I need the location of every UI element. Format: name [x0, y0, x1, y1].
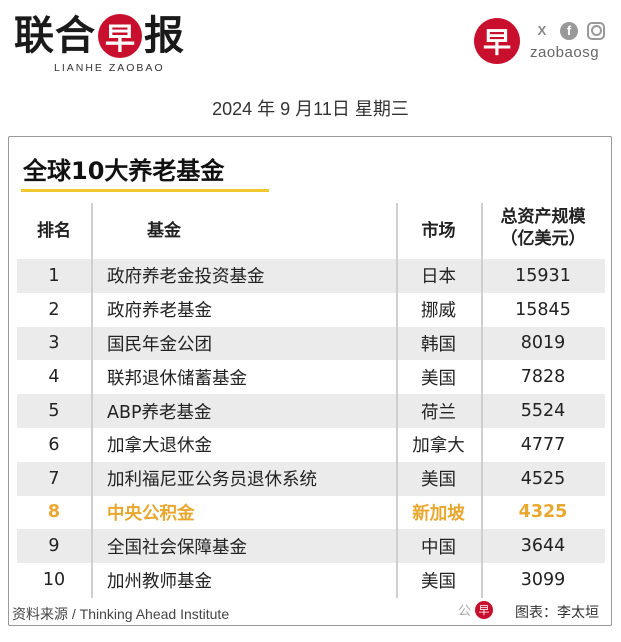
- cell-market: 日本: [421, 267, 456, 288]
- cell-market: 加拿大: [412, 436, 465, 457]
- brand-social-block: 早 X f zaobaosg: [474, 18, 605, 64]
- logo-char: 报: [144, 12, 185, 59]
- cell-fund: 联邦退休储蓄基金: [107, 368, 247, 389]
- table-row-highlighted: 8 中央公积金 新加坡 4325: [17, 496, 605, 530]
- table-row: 1 政府养老金投资基金 日本 15931: [17, 259, 605, 293]
- social-column: X f zaobaosg: [530, 21, 605, 61]
- cell-assets: 4525: [520, 468, 566, 489]
- cell-assets: 7828: [520, 367, 566, 388]
- title-underline: [21, 189, 269, 192]
- lianhe-zaobao-logo: 联 合 早 报 LIANHE ZAOBAO: [14, 12, 214, 80]
- instagram-icon[interactable]: [587, 21, 605, 40]
- watermark: 公 早: [458, 600, 497, 619]
- cell-fund: 政府养老基金: [107, 301, 212, 322]
- cell-fund: 政府养老金投资基金: [107, 267, 265, 288]
- header-assets-line2: （亿美元）: [500, 229, 586, 249]
- logo-chinese: 联 合 早 报: [14, 12, 214, 60]
- watermark-prefix: 公: [458, 604, 472, 619]
- cell-market: 中国: [421, 537, 456, 558]
- cell-rank: 3: [48, 333, 60, 354]
- fund-table: 排名 基金 市场 总资产规模 （亿美元） 1 政府养老金投资基金 日本 1593…: [17, 197, 605, 598]
- cell-fund: ABP养老基金: [107, 402, 212, 423]
- facebook-icon[interactable]: f: [560, 21, 578, 40]
- table-row: 9 全国社会保障基金 中国 3644: [17, 529, 605, 564]
- cell-rank: 6: [48, 434, 60, 455]
- cell-rank: 9: [48, 536, 60, 557]
- header-market: 市场: [421, 220, 456, 241]
- cell-rank: 4: [48, 367, 60, 388]
- cell-assets: 8019: [520, 333, 566, 354]
- cell-market: 美国: [421, 470, 456, 491]
- cell-rank: 10: [42, 570, 66, 591]
- cell-market: 荷兰: [421, 402, 456, 423]
- cell-market: 美国: [421, 571, 456, 592]
- cell-rank: 5: [48, 401, 60, 422]
- table-row: 10 加州教师基金 美国 3099: [17, 563, 605, 597]
- cell-rank: 2: [48, 299, 60, 320]
- table-row: 2 政府养老基金 挪威 15845: [17, 293, 605, 327]
- social-handle: zaobaosg: [530, 43, 600, 61]
- social-icons: X f: [533, 21, 605, 40]
- source-note: 资料来源 / Thinking Ahead Institute: [12, 606, 230, 622]
- cell-assets: 4325: [518, 502, 568, 523]
- cell-fund: 中央公积金: [107, 503, 195, 524]
- cell-fund: 加拿大退休金: [107, 436, 212, 457]
- cell-market: 美国: [421, 368, 456, 389]
- column-divider: [396, 203, 398, 598]
- header-assets: 总资产规模 （亿美元）: [481, 206, 605, 250]
- column-divider: [481, 203, 483, 598]
- cell-assets: 3099: [520, 570, 566, 591]
- pension-fund-table-card: 全球10大养老基金 排名 基金 市场 总资产规模 （亿美元） 1 政府养老金投资…: [8, 136, 612, 626]
- column-divider: [91, 203, 93, 598]
- cell-market: 挪威: [421, 301, 456, 322]
- header-assets-line1: 总资产规模: [500, 207, 586, 227]
- credit-text: 图表：李太垣: [515, 605, 599, 621]
- watermark-brand-icon: 早: [475, 600, 494, 619]
- cell-assets: 3644: [520, 536, 566, 557]
- header-rank: 排名: [37, 220, 71, 241]
- logo-char-circle: 早: [98, 14, 142, 58]
- logo-char: 联: [14, 12, 55, 59]
- cell-market: 韩国: [421, 334, 456, 355]
- cell-assets: 4777: [520, 434, 566, 455]
- cell-fund: 加利福尼亚公务员退休系统: [107, 470, 317, 491]
- cell-fund: 加州教师基金: [107, 571, 212, 592]
- chart-credit: 图表：李太垣: [515, 602, 599, 622]
- cell-rank: 8: [47, 502, 61, 523]
- card-title: 全球10大养老基金: [23, 157, 225, 185]
- table-header: 排名 基金 市场 总资产规模 （亿美元）: [17, 197, 605, 259]
- zaobao-brand-icon: 早: [474, 18, 520, 64]
- logo-char: 合: [55, 12, 96, 59]
- cell-assets: 15845: [515, 299, 571, 320]
- publish-date: 2024 年 9 月11日 星期三: [212, 99, 409, 119]
- cell-assets: 5524: [520, 401, 566, 422]
- cell-rank: 1: [48, 265, 60, 286]
- table-row: 5 ABP养老基金 荷兰 5524: [17, 394, 605, 428]
- cell-market: 新加坡: [412, 503, 465, 524]
- header-fund: 基金: [147, 220, 181, 241]
- table-row: 3 国民年金公团 韩国 8019: [17, 326, 605, 361]
- table-row: 6 加拿大退休金 加拿大 4777: [17, 428, 605, 462]
- cell-fund: 国民年金公团: [107, 334, 212, 355]
- x-icon[interactable]: X: [537, 23, 547, 38]
- cell-assets: 15931: [515, 265, 571, 286]
- logo-english: LIANHE ZAOBAO: [54, 62, 165, 74]
- cell-rank: 7: [48, 468, 60, 489]
- cell-fund: 全国社会保障基金: [107, 537, 247, 558]
- table-row: 4 联邦退休储蓄基金 美国 7828: [17, 360, 605, 394]
- table-row: 7 加利福尼亚公务员退休系统 美国 4525: [17, 461, 605, 496]
